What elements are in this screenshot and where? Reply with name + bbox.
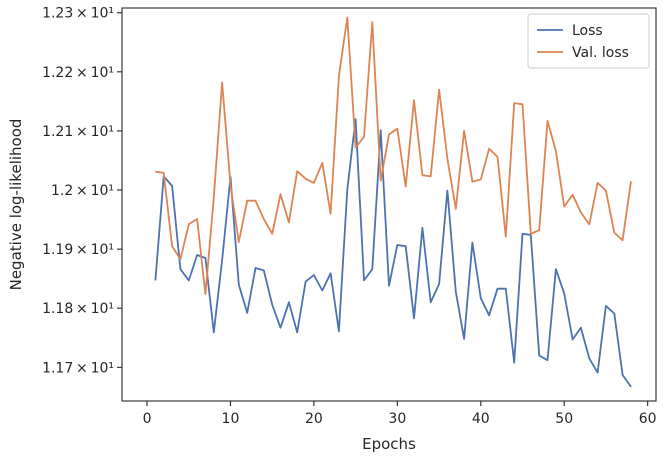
x-tick-label: 50 (555, 411, 573, 427)
y-axis-ticks: 1.17 × 10¹ 1.18 × 10¹ 1.19 × 10¹ 1.2 × 10¹ 1… (42, 6, 122, 376)
plot-frame (121, 7, 657, 402)
x-axis-ticks: 0 10 20 30 40 50 60 (143, 401, 657, 427)
plot-area (121, 7, 657, 402)
x-tick-label: 30 (388, 411, 406, 427)
y-axis-label: Negative log-likelihood (7, 119, 25, 291)
x-tick-label: 0 (143, 411, 152, 427)
y-tick-label: 1.19 × 10¹ (42, 242, 114, 258)
legend-label: Val. loss (572, 45, 629, 61)
y-tick-label: 1.17 × 10¹ (42, 360, 114, 376)
y-tick-label: 1.18 × 10¹ (42, 301, 114, 317)
x-axis-label: Epochs (362, 435, 416, 453)
series-line-loss (154, 118, 632, 388)
y-tick-label: 1.2 × 10¹ (51, 183, 114, 199)
y-tick-label: 1.22 × 10¹ (42, 65, 114, 81)
legend: Loss Val. loss (527, 13, 650, 69)
y-tick-label: 1.21 × 10¹ (42, 124, 114, 140)
x-tick-label: 10 (222, 411, 240, 427)
y-tick-label: 1.23 × 10¹ (42, 6, 114, 22)
series-line-val-loss (155, 16, 632, 295)
legend-label: Loss (572, 23, 603, 39)
legend-box (527, 13, 650, 69)
x-tick-label: 20 (305, 411, 323, 427)
series-layer (154, 16, 632, 388)
x-tick-label: 40 (472, 411, 490, 427)
x-tick-label: 60 (639, 411, 657, 427)
